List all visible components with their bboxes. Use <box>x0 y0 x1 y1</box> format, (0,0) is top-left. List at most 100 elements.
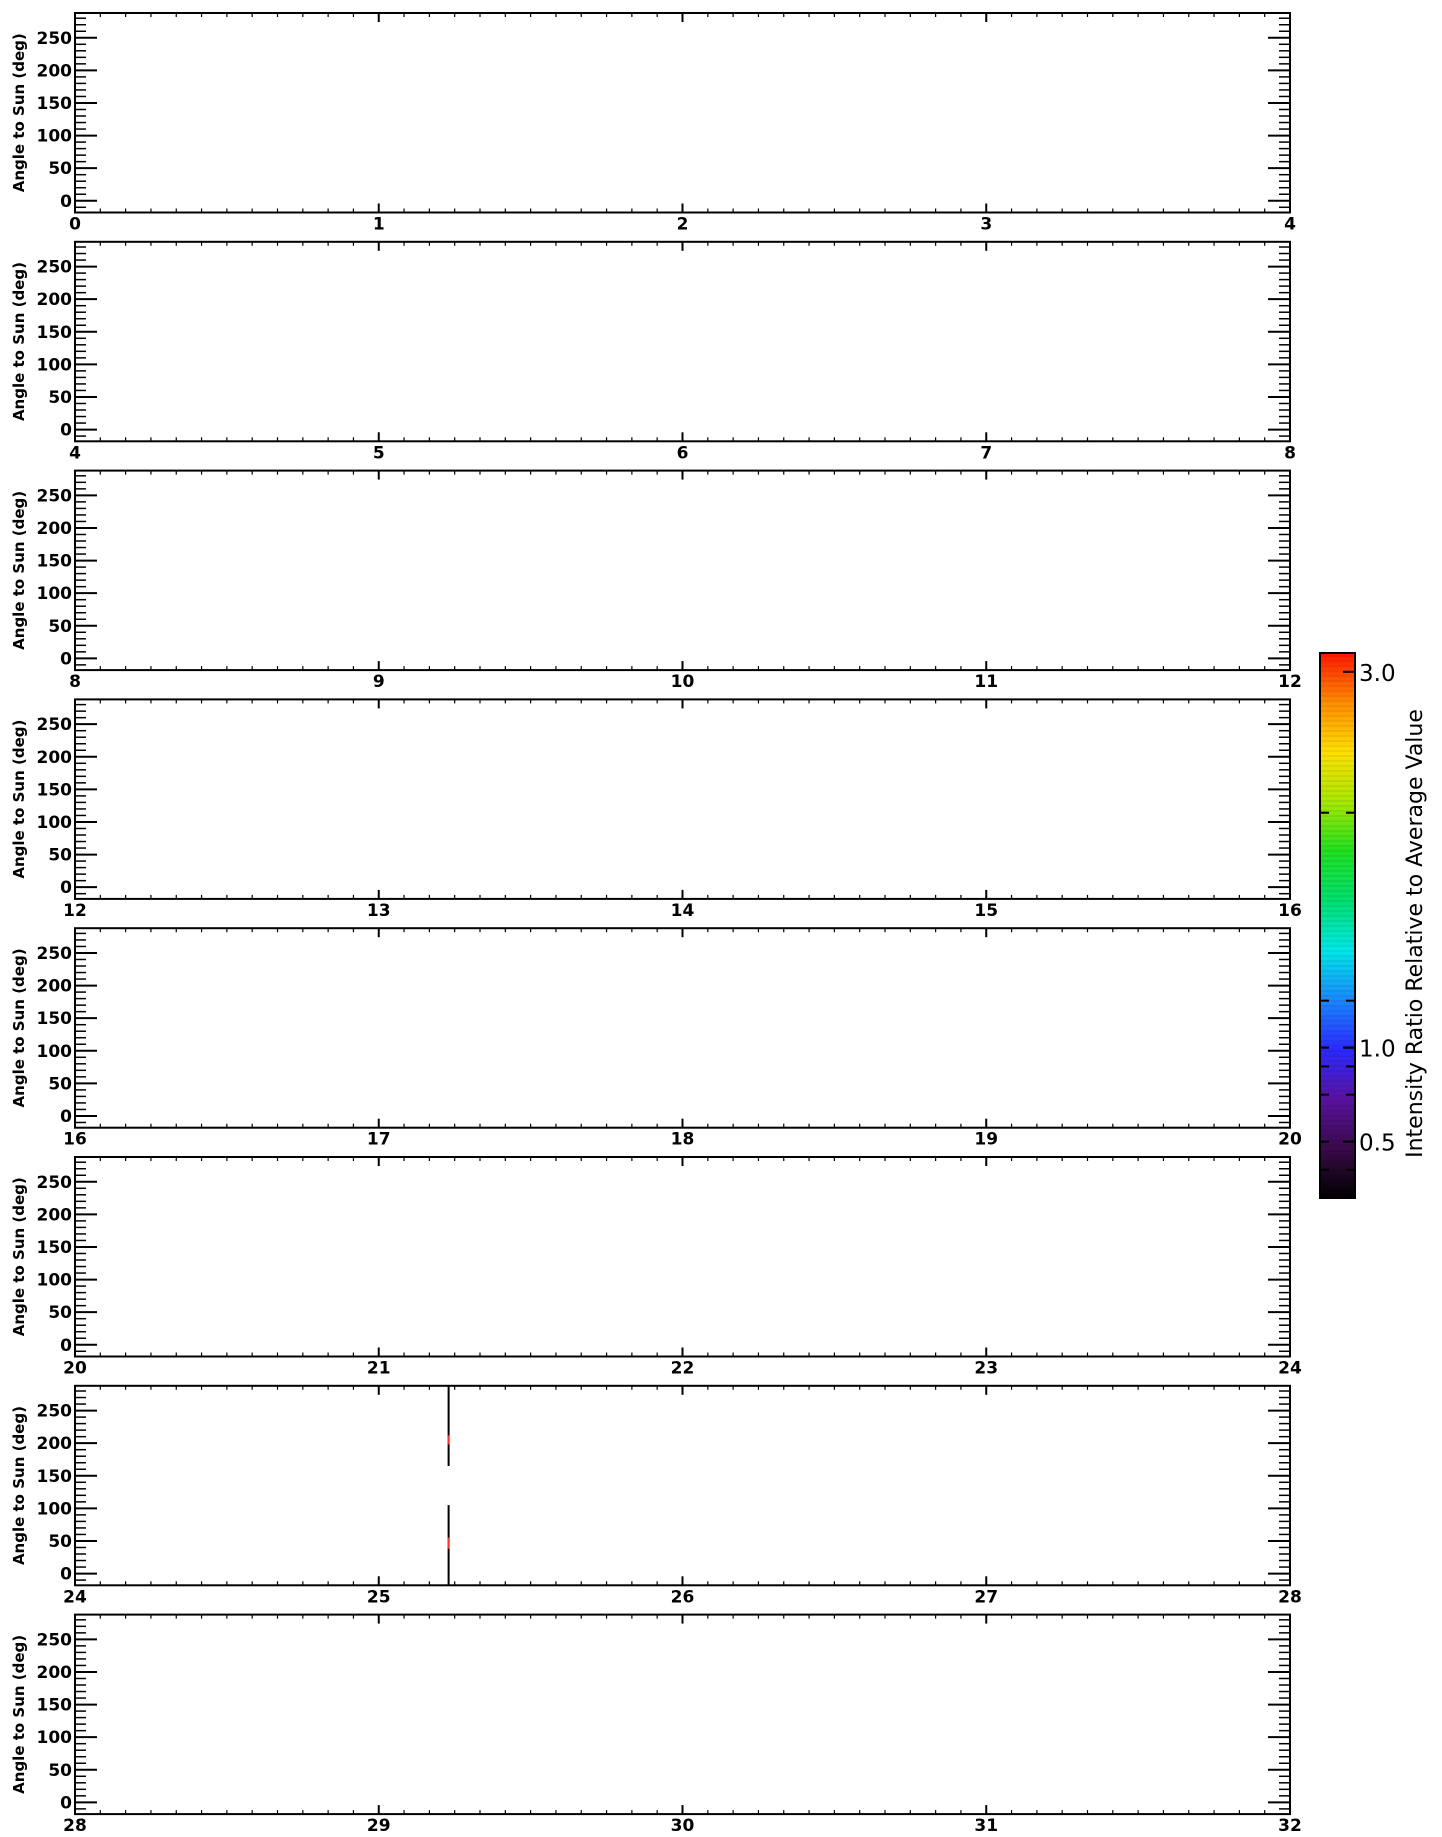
x-tick-label: 23 <box>974 1359 998 1379</box>
y-tick-label: 250 <box>37 715 73 735</box>
y-tick-label: 200 <box>37 61 73 81</box>
y-tick-label: 0 <box>60 878 72 898</box>
x-tick-label: 4 <box>1284 215 1296 235</box>
x-tick-label: 12 <box>1278 672 1302 692</box>
plot-frame <box>74 927 1291 1129</box>
x-tick-label: 24 <box>1278 1359 1302 1379</box>
y-tick-label: 0 <box>60 192 72 212</box>
y-tick-label: 200 <box>37 1205 73 1225</box>
y-tick-label: 200 <box>37 977 73 997</box>
y-tick-label: 250 <box>37 258 73 278</box>
y-axis: 0 50 100 150 200 250 <box>37 1619 1290 1813</box>
x-tick-label: 4 <box>69 443 81 463</box>
x-tick-label: 14 <box>671 901 695 921</box>
y-axis: 0 50 100 150 200 250 <box>37 932 1290 1127</box>
y-tick-label: 150 <box>37 1696 73 1716</box>
x-axis: 24 25 26 27 28 <box>63 1385 1302 1607</box>
y-tick-label: 150 <box>37 780 73 800</box>
y-tick-label: 50 <box>48 1761 72 1781</box>
panel-2: 0 50 100 150 200 250 Angle to Sun (deg) 4 5 6 7 8 <box>10 240 1296 463</box>
panel-3: 0 50 100 150 200 250 Angle to Sun (deg) 8 9 10 11 1… <box>10 469 1302 692</box>
y-tick-label: 0 <box>60 1107 72 1127</box>
y-tick-label: 100 <box>37 1271 73 1291</box>
y-tick-label: 100 <box>37 1042 73 1062</box>
x-tick-label: 27 <box>974 1587 998 1607</box>
colorbar-tick-label: 3.0 <box>1359 661 1396 687</box>
x-tick-label: 16 <box>1278 901 1302 921</box>
x-tick-label: 8 <box>69 672 81 692</box>
x-tick-label: 8 <box>1284 443 1296 463</box>
x-tick-label: 2 <box>677 215 689 235</box>
x-tick-label: 7 <box>980 443 992 463</box>
x-axis: 12 13 14 15 16 <box>63 699 1302 921</box>
x-tick-label: 32 <box>1278 1816 1302 1836</box>
y-tick-label: 200 <box>37 748 73 768</box>
x-tick-label: 0 <box>69 215 81 235</box>
y-axis: 0 50 100 150 200 250 <box>37 17 1290 212</box>
colorbar: 0.5 1.0 3.0 Intensity Ratio Relative to Ave… <box>1319 652 1428 1199</box>
x-tick-label: 18 <box>671 1130 695 1150</box>
x-tick-label: 5 <box>373 443 385 463</box>
y-tick-label: 150 <box>37 1238 73 1258</box>
x-tick-label: 3 <box>980 215 992 235</box>
x-tick-label: 12 <box>63 901 87 921</box>
colorbar-tick-label: 1.0 <box>1359 1037 1396 1063</box>
colorbar-tick-label: 0.5 <box>1359 1131 1396 1157</box>
y-tick-label: 0 <box>60 1565 72 1585</box>
y-tick-label: 250 <box>37 486 73 506</box>
plot-frame <box>74 1613 1291 1816</box>
panel-8: 0 50 100 150 200 250 Angle to Sun (deg) 28 29 30 3… <box>10 1613 1302 1836</box>
x-axis: 28 29 30 31 32 <box>63 1614 1302 1836</box>
x-tick-label: 22 <box>671 1359 695 1379</box>
y-tick-label: 100 <box>37 1728 73 1748</box>
x-tick-label: 17 <box>367 1130 391 1150</box>
y-axis-label: Angle to Sun (deg) <box>10 1406 28 1565</box>
y-tick-label: 250 <box>37 29 73 49</box>
x-tick-label: 25 <box>367 1587 391 1607</box>
y-axis: 0 50 100 150 200 250 <box>37 246 1290 441</box>
y-axis-label: Angle to Sun (deg) <box>10 948 28 1107</box>
y-tick-label: 200 <box>37 519 73 539</box>
x-tick-label: 30 <box>671 1816 695 1836</box>
y-tick-label: 150 <box>37 94 73 114</box>
y-axis-label: Angle to Sun (deg) <box>10 33 28 192</box>
y-axis: 0 50 100 150 200 250 <box>37 475 1290 669</box>
y-tick-label: 50 <box>48 159 72 179</box>
y-tick-label: 100 <box>37 1499 73 1519</box>
x-tick-label: 20 <box>63 1359 87 1379</box>
plot-frame <box>74 698 1291 900</box>
x-tick-label: 24 <box>63 1587 87 1607</box>
y-tick-label: 150 <box>37 1009 73 1029</box>
y-tick-label: 200 <box>37 1434 73 1454</box>
y-axis-label: Angle to Sun (deg) <box>10 1635 28 1794</box>
x-axis: 20 21 22 23 24 <box>63 1157 1302 1379</box>
x-tick-label: 28 <box>63 1816 87 1836</box>
y-tick-label: 150 <box>37 1467 73 1487</box>
x-tick-label: 10 <box>671 672 695 692</box>
y-axis-label: Angle to Sun (deg) <box>10 262 28 421</box>
y-axis-label: Angle to Sun (deg) <box>10 491 28 650</box>
y-tick-label: 250 <box>37 944 73 964</box>
x-tick-label: 26 <box>671 1587 695 1607</box>
y-tick-label: 200 <box>37 1663 73 1683</box>
x-tick-label: 9 <box>373 672 385 692</box>
panel-1: 0 50 100 150 200 250 Angle to Sun (deg) 0 1 2 3 4 <box>10 12 1296 235</box>
x-tick-label: 16 <box>63 1130 87 1150</box>
plot-frame <box>74 469 1291 672</box>
y-tick-label: 50 <box>48 617 72 637</box>
x-tick-label: 11 <box>974 672 998 692</box>
y-tick-label: 100 <box>37 355 73 375</box>
y-axis-label: Angle to Sun (deg) <box>10 1177 28 1336</box>
y-tick-label: 150 <box>37 552 73 572</box>
x-tick-label: 1 <box>373 215 385 235</box>
y-axis: 0 50 100 150 200 250 <box>37 703 1290 898</box>
x-axis: 4 5 6 7 8 <box>69 241 1296 463</box>
plot-frame <box>74 240 1291 443</box>
plot-frame <box>74 12 1291 214</box>
x-axis: 8 9 10 11 12 <box>69 470 1302 692</box>
y-tick-label: 50 <box>48 1074 72 1094</box>
y-tick-label: 0 <box>60 1336 72 1356</box>
plot-frame <box>74 1384 1291 1587</box>
